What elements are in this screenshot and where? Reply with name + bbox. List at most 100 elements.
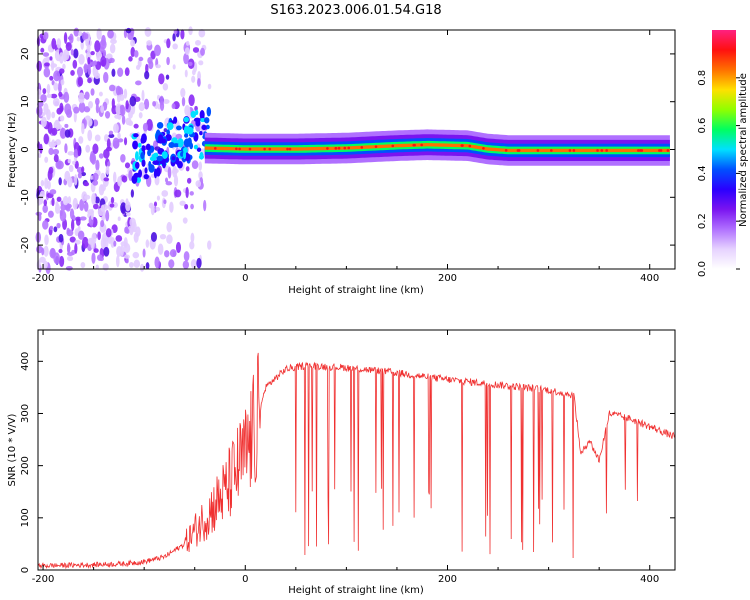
- turbulence-speckle: [201, 124, 207, 131]
- noise-speckle: [196, 257, 202, 269]
- snr-y-label: SNR (10 * V/V): [7, 413, 18, 486]
- spectrogram-image: [35, 26, 670, 275]
- noise-speckle: [51, 37, 57, 50]
- ridge-peak: [666, 149, 670, 152]
- noise-speckle: [161, 190, 169, 197]
- noise-speckle: [101, 34, 106, 47]
- snr-y-tick-label: 300: [20, 404, 31, 423]
- noise-speckle: [175, 241, 182, 254]
- noise-speckle: [150, 231, 158, 242]
- colorbar-tick-label: 0.4: [697, 165, 708, 181]
- turbulence-speckle: [156, 155, 164, 162]
- noise-speckle: [120, 105, 126, 117]
- noise-speckle: [95, 97, 100, 106]
- noise-speckle: [155, 64, 161, 69]
- noise-speckle: [84, 91, 90, 100]
- noise-speckle: [93, 60, 97, 66]
- ridge-peak: [637, 149, 640, 152]
- noise-speckle: [59, 105, 64, 112]
- noise-speckle: [53, 226, 58, 233]
- snr-y-tick-label: 0: [20, 567, 31, 573]
- noise-speckle: [190, 232, 195, 243]
- turbulence-speckle: [189, 142, 194, 150]
- turbulence-speckle: [153, 168, 158, 179]
- noise-speckle: [100, 56, 107, 67]
- noise-speckle: [59, 68, 65, 74]
- ridge-peak: [263, 147, 266, 151]
- noise-speckle: [116, 93, 121, 103]
- turbulence-speckle: [152, 160, 160, 166]
- noise-speckle: [155, 207, 161, 212]
- noise-speckle: [38, 193, 44, 205]
- ridge-peak: [238, 147, 241, 151]
- noise-speckle: [156, 195, 161, 201]
- noise-speckle: [154, 44, 161, 57]
- noise-speckle: [98, 184, 105, 196]
- noise-speckle: [108, 57, 115, 63]
- noise-speckle: [180, 29, 185, 40]
- noise-speckle: [125, 258, 129, 264]
- noise-speckle: [133, 123, 139, 129]
- noise-speckle: [42, 204, 48, 213]
- noise-speckle: [174, 189, 182, 198]
- turbulence-speckle: [143, 174, 149, 180]
- spectrogram-x-tick-label: -200: [32, 273, 55, 284]
- turbulence-speckle: [161, 160, 166, 169]
- noise-speckle: [111, 98, 115, 109]
- noise-speckle: [121, 115, 126, 125]
- noise-speckle: [84, 33, 89, 40]
- noise-speckle: [123, 243, 131, 254]
- ridge-band: [204, 143, 670, 153]
- noise-speckle: [180, 87, 186, 98]
- noise-speckle: [124, 162, 131, 169]
- turbulence-speckle: [145, 143, 151, 151]
- ridge-peak: [374, 145, 378, 148]
- noise-speckle: [73, 48, 79, 59]
- turbulence-speckle: [135, 161, 140, 169]
- noise-speckle: [63, 32, 68, 44]
- noise-speckle: [77, 149, 81, 157]
- noise-speckle: [87, 56, 91, 65]
- noise-speckle: [67, 176, 73, 188]
- turbulence-speckle: [173, 116, 178, 124]
- noise-speckle: [96, 28, 102, 40]
- noise-speckle: [100, 204, 105, 212]
- colorbar-label: Normalized spectral amplitude: [738, 73, 749, 227]
- noise-speckle: [100, 219, 105, 228]
- noise-speckle: [172, 43, 178, 50]
- noise-speckle: [197, 77, 201, 87]
- noise-speckle: [57, 81, 62, 93]
- noise-speckle: [93, 248, 99, 253]
- noise-speckle: [91, 193, 96, 205]
- noise-speckle: [41, 247, 45, 256]
- noise-speckle: [102, 263, 109, 271]
- colorbar-tick-label: 0.0: [697, 261, 708, 277]
- spectrogram-x-tick-label: 0: [242, 273, 248, 284]
- noise-speckle: [53, 82, 59, 91]
- noise-speckle: [142, 248, 146, 258]
- noise-speckle: [124, 67, 130, 77]
- noise-speckle: [43, 67, 51, 78]
- noise-speckle: [182, 217, 188, 224]
- noise-speckle: [43, 199, 48, 207]
- noise-speckle: [40, 94, 47, 103]
- noise-speckle: [100, 105, 105, 113]
- ridge-peak: [334, 146, 338, 150]
- noise-speckle: [115, 85, 122, 96]
- noise-speckle: [113, 171, 117, 184]
- noise-speckle: [83, 63, 88, 74]
- noise-speckle: [43, 133, 50, 145]
- noise-speckle: [92, 172, 99, 181]
- noise-speckle: [194, 40, 201, 46]
- noise-speckle: [49, 56, 53, 61]
- spectrogram-y-tick-label: 20: [20, 48, 31, 61]
- noise-speckle: [94, 196, 100, 204]
- noise-speckle: [148, 202, 154, 209]
- turbulence-speckle: [131, 175, 138, 184]
- noise-speckle: [125, 100, 129, 110]
- noise-speckle: [98, 91, 103, 97]
- noise-speckle: [71, 249, 76, 256]
- noise-speckle: [169, 249, 177, 258]
